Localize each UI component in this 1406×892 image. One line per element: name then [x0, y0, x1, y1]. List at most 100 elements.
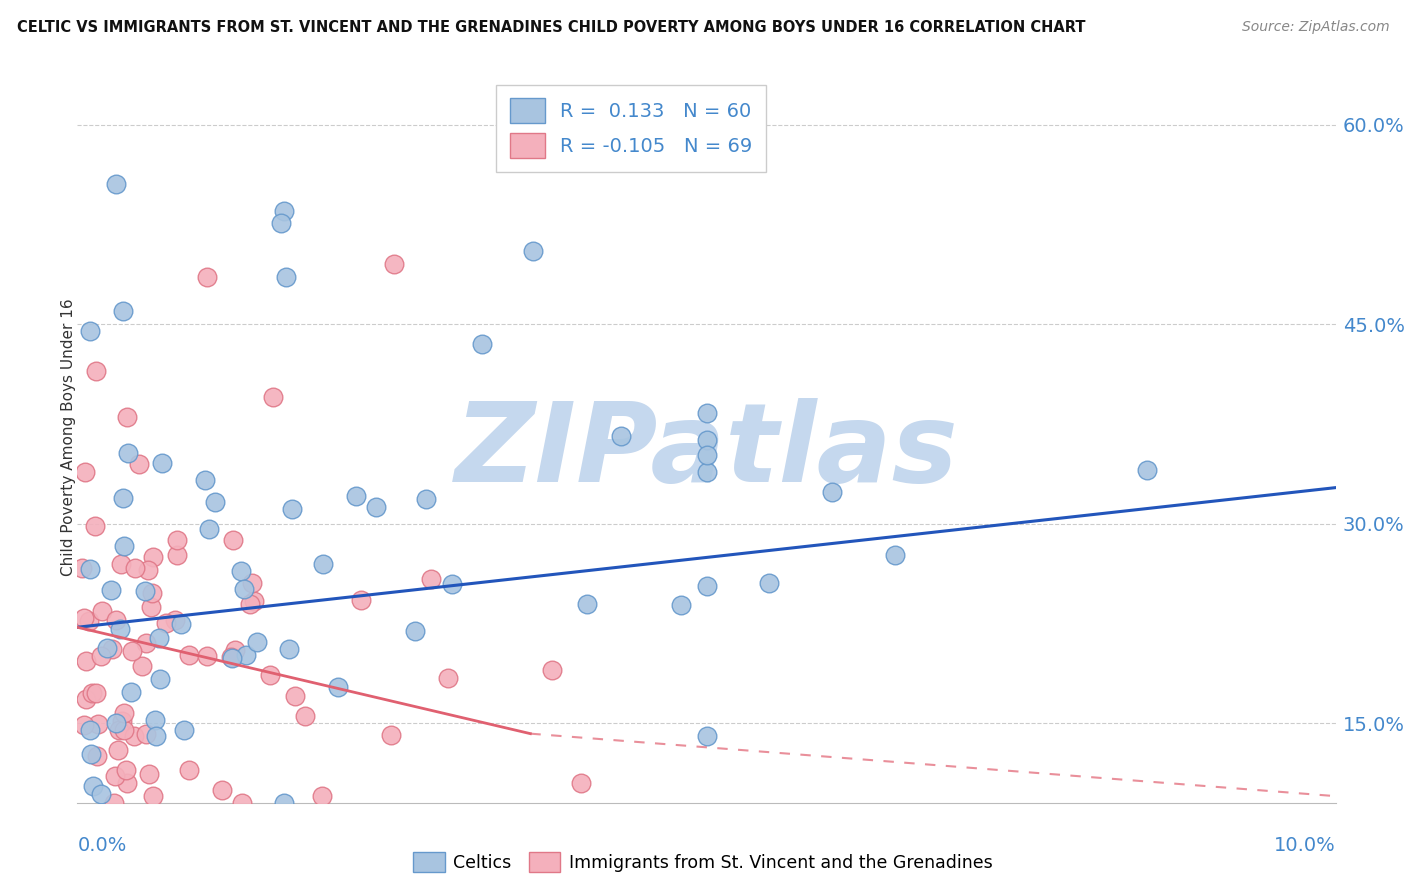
Point	[148, 632, 170, 646]
Point	[177, 648, 200, 662]
Point	[80, 686, 103, 700]
Point	[232, 582, 254, 596]
Point	[312, 558, 335, 572]
Point	[610, 429, 633, 443]
Point	[245, 635, 267, 649]
Point	[1136, 462, 1159, 476]
Point	[90, 604, 112, 618]
Text: 0.0%: 0.0%	[77, 836, 127, 855]
Point	[471, 337, 494, 351]
Point	[166, 533, 188, 547]
Point	[112, 706, 135, 720]
Point	[80, 747, 103, 761]
Point	[195, 270, 218, 285]
Point	[344, 489, 367, 503]
Point	[404, 624, 426, 639]
Point	[350, 593, 373, 607]
Point	[87, 717, 110, 731]
Point	[758, 576, 780, 591]
Point	[149, 672, 172, 686]
Point	[83, 518, 105, 533]
Point	[821, 485, 844, 500]
Point	[124, 729, 146, 743]
Point	[121, 644, 143, 658]
Text: 10.0%: 10.0%	[1274, 836, 1336, 855]
Point	[415, 491, 437, 506]
Point	[696, 407, 718, 421]
Point	[114, 763, 136, 777]
Legend: Celtics, Immigrants from St. Vincent and the Grenadines: Celtics, Immigrants from St. Vincent and…	[406, 845, 1000, 879]
Point	[280, 502, 302, 516]
Point	[419, 572, 441, 586]
Y-axis label: Child Poverty Among Boys Under 16: Child Poverty Among Boys Under 16	[62, 298, 76, 576]
Point	[108, 623, 131, 637]
Point	[273, 204, 295, 219]
Text: Source: ZipAtlas.com: Source: ZipAtlas.com	[1241, 20, 1389, 34]
Point	[120, 684, 142, 698]
Point	[104, 178, 127, 192]
Point	[134, 583, 156, 598]
Point	[84, 363, 107, 377]
Point	[541, 663, 564, 677]
Point	[166, 548, 188, 562]
Point	[84, 686, 107, 700]
Text: ZIPatlas: ZIPatlas	[454, 398, 959, 505]
Point	[77, 614, 100, 628]
Legend: R =  0.133   N = 60, R = -0.105   N = 69: R = 0.133 N = 60, R = -0.105 N = 69	[496, 85, 766, 171]
Point	[274, 270, 297, 285]
Point	[364, 500, 387, 514]
Point	[284, 689, 307, 703]
Point	[696, 730, 718, 744]
Point	[103, 796, 125, 810]
Point	[884, 548, 907, 562]
Point	[110, 558, 132, 572]
Point	[75, 692, 97, 706]
Point	[131, 659, 153, 673]
Point	[671, 598, 693, 612]
Point	[211, 782, 233, 797]
Point	[576, 597, 599, 611]
Point	[70, 560, 93, 574]
Point	[145, 729, 167, 743]
Point	[115, 776, 138, 790]
Point	[224, 642, 246, 657]
Point	[278, 641, 301, 656]
Point	[108, 723, 131, 737]
Text: CELTIC VS IMMIGRANTS FROM ST. VINCENT AND THE GRENADINES CHILD POVERTY AMONG BOY: CELTIC VS IMMIGRANTS FROM ST. VINCENT AN…	[17, 20, 1085, 35]
Point	[197, 522, 219, 536]
Point	[273, 796, 295, 810]
Point	[86, 749, 108, 764]
Point	[221, 651, 243, 665]
Point	[696, 448, 718, 462]
Point	[79, 723, 101, 737]
Point	[101, 641, 124, 656]
Point	[328, 681, 350, 695]
Point	[115, 410, 138, 425]
Point	[73, 718, 96, 732]
Point	[117, 445, 139, 459]
Point	[197, 648, 219, 663]
Point	[104, 613, 127, 627]
Point	[135, 727, 157, 741]
Point	[90, 787, 112, 801]
Point	[90, 648, 112, 663]
Point	[440, 576, 463, 591]
Point	[114, 723, 136, 737]
Point	[696, 433, 718, 447]
Point	[235, 648, 257, 662]
Point	[107, 743, 129, 757]
Point	[135, 636, 157, 650]
Point	[112, 539, 135, 553]
Point	[138, 766, 160, 780]
Point	[124, 561, 146, 575]
Point	[270, 217, 292, 231]
Point	[110, 714, 132, 729]
Point	[380, 728, 402, 742]
Point	[179, 763, 201, 777]
Point	[82, 779, 104, 793]
Point	[143, 713, 166, 727]
Point	[229, 564, 252, 578]
Point	[142, 550, 165, 565]
Point	[436, 671, 458, 685]
Point	[75, 654, 97, 668]
